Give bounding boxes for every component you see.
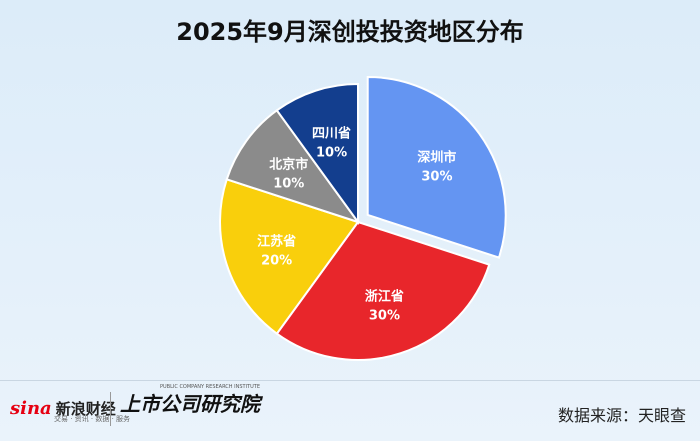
slice-value-label: 10% xyxy=(273,177,304,192)
sina-name: 新浪财经 xyxy=(55,399,116,418)
pie-chart: 深圳市 30% 浙江省 30% 江苏省 20% 北京市 10% 四川省 10% xyxy=(219,75,507,361)
research-institute-logo: PUBLIC COMPANY RESEARCH INSTITUTE 上市公司研究… xyxy=(120,384,260,417)
slice-name-label: 深圳市 xyxy=(417,150,456,166)
slice-name-label: 四川省 xyxy=(312,126,351,142)
pie-slice-3 xyxy=(225,108,361,224)
pie-slice-2 xyxy=(219,178,360,336)
slice-name-label: 浙江省 xyxy=(365,288,404,304)
data-source: 数据来源：天眼查 xyxy=(557,406,686,425)
slice-value-label: 10% xyxy=(316,146,347,161)
logo-divider xyxy=(110,392,111,426)
pie-slice-0 xyxy=(366,75,507,259)
institute-english-name: PUBLIC COMPANY RESEARCH INSTITUTE xyxy=(160,384,260,390)
chart-title: 2025年9月深创投投资地区分布 xyxy=(176,18,524,46)
institute-name: 上市公司研究院 xyxy=(120,392,260,416)
pie-slice-4 xyxy=(275,82,359,226)
slice-name-label: 江苏省 xyxy=(257,233,296,249)
slice-value-label: 20% xyxy=(261,253,292,268)
footer-divider xyxy=(0,380,700,381)
slice-name-label: 北京市 xyxy=(269,157,308,173)
sina-subtitle: 交易 · 资讯 · 数据 · 服务 xyxy=(54,415,131,423)
slice-value-label: 30% xyxy=(369,308,400,323)
sina-finance-logo: sina 新浪财经 交易 · 资讯 · 数据 · 服务 xyxy=(10,388,130,428)
sina-mark: sina xyxy=(10,397,52,419)
slice-value-label: 30% xyxy=(421,170,452,185)
pie-slice-1 xyxy=(275,220,491,361)
